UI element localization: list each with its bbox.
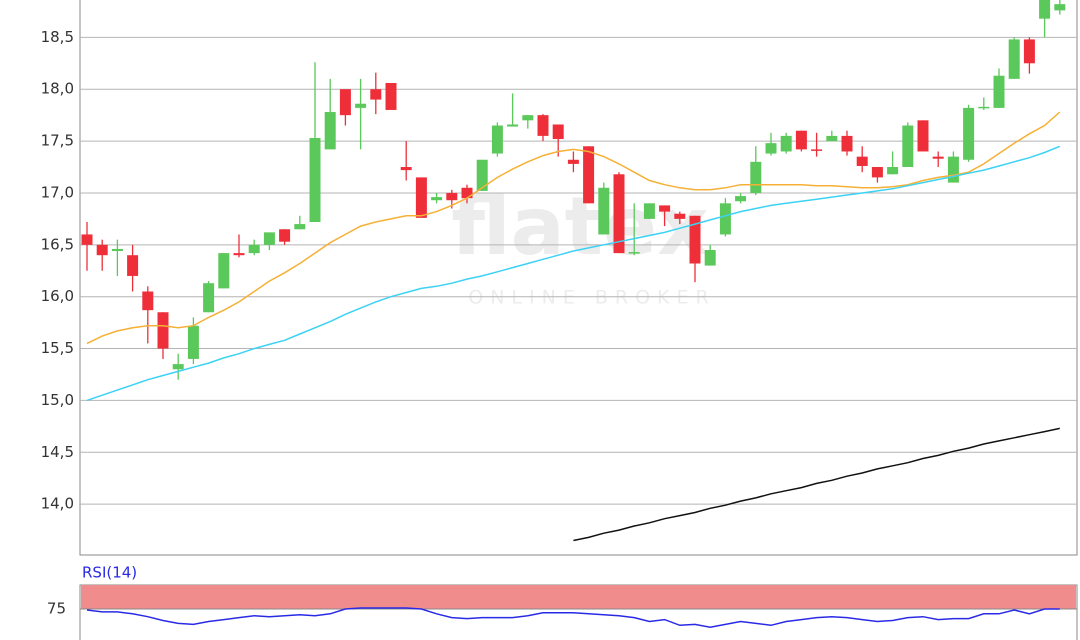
- candle-body: [507, 124, 519, 127]
- y-tick-label: 75: [47, 600, 66, 618]
- candle-body: [461, 187, 473, 199]
- candle-body: [826, 135, 838, 142]
- candle-body: [431, 197, 443, 201]
- candle-body: [795, 130, 807, 150]
- watermark-logo: flatex: [451, 180, 708, 273]
- plot-layer: 14,0 14,5 15,0 15,5 16,0 16,5 17,0 17,5 18,0 18,5…: [41, 0, 1077, 628]
- candle-body: [172, 364, 184, 370]
- indicator-line: [86, 145, 1061, 402]
- candle-body: [294, 224, 306, 230]
- y-tick-label: 14,5: [41, 443, 74, 461]
- candle-body: [279, 229, 291, 242]
- candle-body: [719, 203, 731, 235]
- candle-body: [355, 103, 367, 108]
- watermark-tagline: ONLINE BROKER: [468, 287, 715, 309]
- rsi-title: RSI(14): [82, 564, 137, 582]
- candle-body: [659, 205, 671, 212]
- indicator-line: [573, 427, 1060, 542]
- y-tick-label: 18,5: [41, 28, 74, 46]
- candle-body: [142, 291, 154, 311]
- candle-body: [674, 213, 686, 219]
- candle-body: [309, 137, 321, 222]
- candle-body: [841, 135, 853, 152]
- candle-body: [324, 112, 336, 150]
- candle-body: [157, 312, 169, 349]
- candle-body: [446, 192, 458, 201]
- candle-body: [1039, 0, 1051, 19]
- candle-body: [81, 234, 93, 245]
- candle-body: [856, 156, 868, 166]
- candle-body: [643, 203, 655, 219]
- candle-body: [583, 146, 595, 204]
- candle-body: [96, 244, 108, 256]
- y-tick-label: 17,5: [41, 132, 74, 150]
- candle-body: [887, 167, 899, 175]
- candle-body: [780, 135, 792, 152]
- candle-body: [111, 248, 123, 252]
- y-tick-label: 16,5: [41, 235, 74, 253]
- candle-body: [537, 115, 549, 136]
- candle-body: [765, 143, 777, 154]
- candle-body: [947, 156, 959, 183]
- overbought-band: [81, 585, 1076, 609]
- y-tick-label: 17,0: [41, 183, 74, 201]
- candle-body: [628, 252, 640, 254]
- candle-body: [689, 215, 701, 264]
- candle-body: [248, 244, 260, 254]
- candle-body: [917, 120, 929, 152]
- candle-body: [1008, 39, 1020, 79]
- candle-body: [735, 196, 747, 202]
- y-tick-label: 16,0: [41, 287, 74, 305]
- candle-body: [1023, 39, 1035, 64]
- candle-body: [871, 167, 883, 178]
- y-tick-label: 15,0: [41, 391, 74, 409]
- candle-body: [187, 325, 199, 359]
- y-tick-label: 15,5: [41, 339, 74, 357]
- candle-body: [400, 167, 412, 171]
- candle-body: [902, 125, 914, 168]
- y-tick-label: 18,0: [41, 80, 74, 98]
- candle-body: [476, 159, 488, 191]
- candle-body: [522, 115, 534, 121]
- candle-body: [978, 106, 990, 109]
- y-tick-label: 14,0: [41, 495, 74, 513]
- indicator-line: [86, 607, 1060, 628]
- indicator-line: [86, 111, 1061, 345]
- candle-body: [370, 89, 382, 100]
- candle-body: [598, 187, 610, 235]
- candle-body: [613, 174, 625, 254]
- candle-body: [385, 82, 397, 110]
- candle-body: [1054, 4, 1066, 11]
- candle-body: [263, 232, 275, 245]
- candle-body: [339, 89, 351, 116]
- candle-body: [963, 107, 975, 160]
- candle-body: [993, 75, 1005, 108]
- candle-body: [127, 255, 139, 276]
- candle-body: [750, 161, 762, 193]
- candle-body: [567, 159, 579, 164]
- price-panel: [79, 0, 1078, 556]
- candle-body: [811, 149, 823, 151]
- candle-body: [491, 125, 503, 154]
- candle-body: [415, 177, 427, 218]
- candle-body: [932, 156, 944, 159]
- candle-body: [233, 253, 245, 256]
- candle-body: [552, 124, 564, 140]
- candle-body: [203, 283, 215, 313]
- candle-body: [704, 250, 716, 266]
- candle-body: [218, 253, 230, 289]
